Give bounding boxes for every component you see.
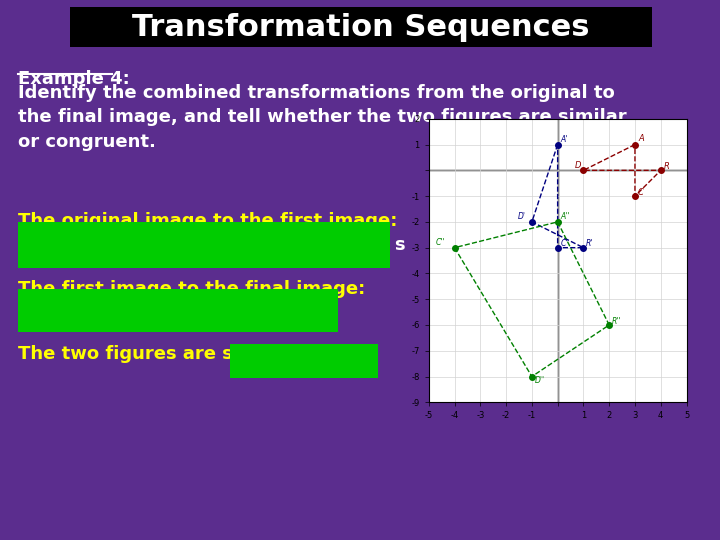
Text: A: A bbox=[638, 134, 644, 144]
Text: C'': C'' bbox=[435, 238, 445, 247]
FancyBboxPatch shape bbox=[230, 344, 378, 378]
Text: R': R' bbox=[586, 239, 593, 248]
Text: A'': A'' bbox=[560, 212, 570, 221]
Text: R'': R'' bbox=[612, 316, 621, 326]
FancyBboxPatch shape bbox=[18, 289, 338, 332]
Text: R: R bbox=[664, 162, 670, 171]
FancyBboxPatch shape bbox=[18, 222, 390, 268]
Text: The first image to the final image:: The first image to the final image: bbox=[18, 280, 365, 298]
Text: s: s bbox=[394, 236, 405, 254]
Text: D': D' bbox=[518, 212, 526, 221]
Text: Transformation Sequences: Transformation Sequences bbox=[132, 12, 590, 42]
Text: Example 4:: Example 4: bbox=[18, 70, 130, 88]
Text: Identify the combined transformations from the original to
the final image, and : Identify the combined transformations fr… bbox=[18, 84, 626, 151]
Text: D'': D'' bbox=[534, 376, 544, 385]
FancyBboxPatch shape bbox=[70, 7, 652, 47]
Text: A': A' bbox=[560, 135, 567, 144]
Text: C': C' bbox=[560, 239, 567, 248]
Text: The original image to the first image:: The original image to the first image: bbox=[18, 212, 397, 230]
Text: The two figures are s: The two figures are s bbox=[18, 345, 233, 363]
Text: D: D bbox=[575, 161, 581, 170]
Text: C: C bbox=[638, 188, 644, 197]
